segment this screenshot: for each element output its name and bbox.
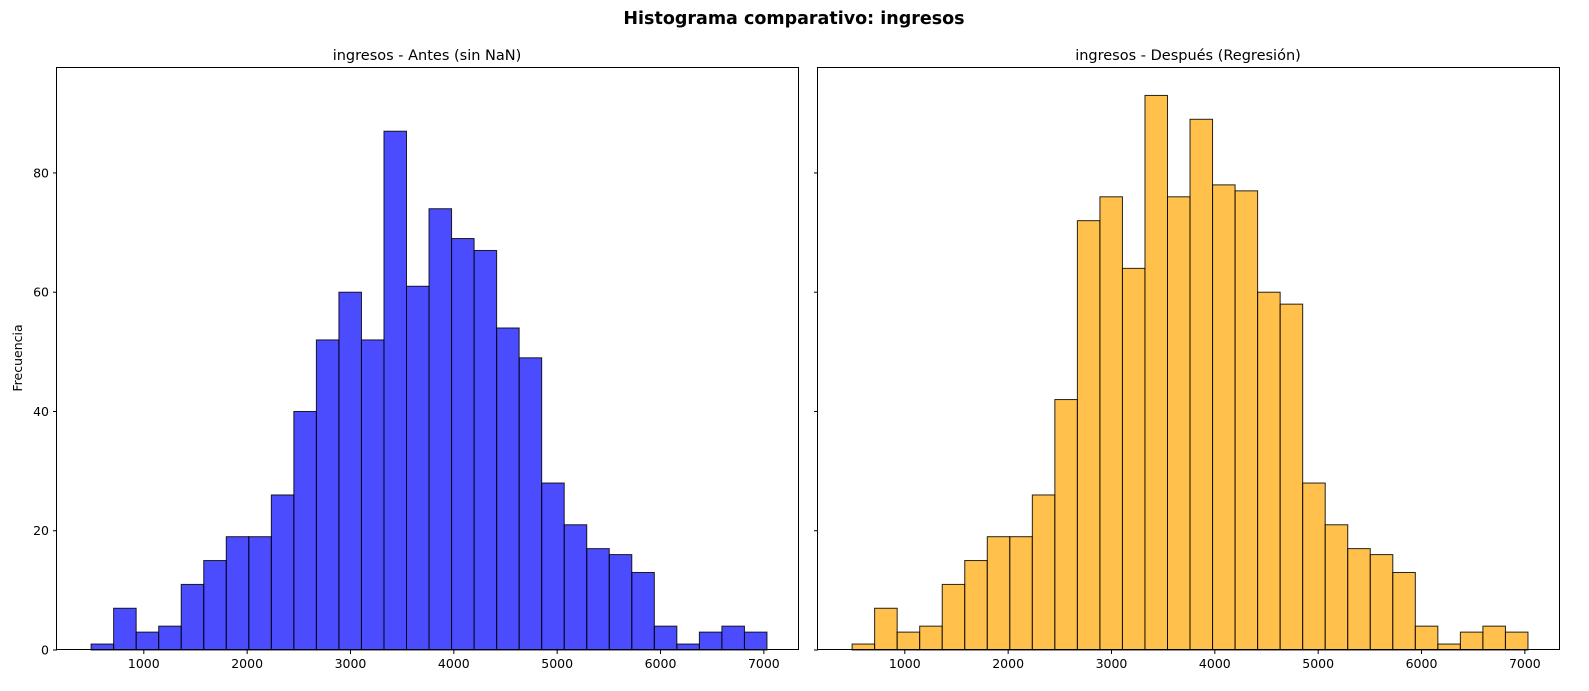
left-histogram-bar	[406, 285, 430, 651]
left-x-tick-label: 4000	[438, 656, 470, 671]
left-histogram-bar	[586, 548, 610, 651]
right-x-tick-label: 2000	[992, 656, 1024, 671]
right-x-tick-label: 4000	[1199, 656, 1231, 671]
left-histogram-bar	[225, 536, 250, 651]
left-histogram-bar	[631, 571, 655, 651]
right-plot-frame	[817, 67, 1560, 650]
left-histogram-bar	[721, 625, 745, 651]
right-histogram-bar	[1212, 184, 1236, 651]
right-histogram-bar	[896, 631, 921, 651]
left-x-tick-label: 2000	[231, 656, 263, 671]
left-histogram-bar	[451, 238, 475, 651]
left-panel-title: ingresos - Antes (sin NaN)	[333, 48, 522, 64]
right-histogram-bar	[1347, 548, 1371, 651]
left-y-tick-label: 20	[33, 523, 49, 538]
left-y-tick-label: 0	[41, 643, 49, 658]
left-histogram-bar	[496, 327, 520, 651]
left-panel: ingresos - Antes (sin NaN) Frecuencia 10…	[10, 48, 799, 671]
left-y-axis-label: Frecuencia	[10, 324, 25, 391]
right-histogram-bar	[1099, 196, 1123, 651]
figure-title: Histograma comparativo: ingresos	[623, 9, 964, 29]
left-histogram-bar	[135, 631, 160, 651]
right-histogram-bar	[1144, 94, 1169, 651]
left-y-tick-label: 80	[33, 165, 49, 180]
left-histogram-bar	[360, 339, 385, 651]
left-y-tick-label: 40	[33, 404, 49, 419]
left-histogram-bar	[383, 130, 408, 651]
right-histogram-bar	[1234, 190, 1259, 651]
right-histogram-bar	[1414, 625, 1439, 651]
right-histogram-bar	[1504, 631, 1529, 651]
right-histogram-bar	[941, 583, 966, 651]
left-histogram-bar	[180, 583, 205, 651]
right-x-tick-label: 6000	[1406, 656, 1438, 671]
right-histogram-bar	[1369, 554, 1394, 651]
right-axis-ticks: 1000 2000 3000 4000 5000 6000 7000	[814, 172, 1541, 671]
left-axis-ticks: 1000 2000 3000 4000 5000 6000 7000 0 20 40 60 80	[33, 165, 780, 671]
right-histogram-bar	[874, 607, 898, 651]
left-histogram-bar	[270, 494, 295, 651]
right-histogram-bar	[1189, 118, 1214, 651]
right-x-tick-label: 5000	[1302, 656, 1334, 671]
right-histogram-bar	[1167, 196, 1191, 651]
left-histogram-bar	[518, 357, 543, 651]
left-histogram-bar	[541, 482, 565, 651]
right-histogram-bar	[1324, 524, 1349, 651]
right-histogram-bar	[1392, 571, 1416, 651]
left-y-tick-label: 60	[33, 285, 49, 300]
left-x-tick-label: 7000	[748, 656, 780, 671]
right-histogram-bar	[1121, 267, 1146, 651]
right-histogram-bar	[964, 560, 988, 651]
right-histogram-bar	[1031, 494, 1056, 651]
left-histogram-bar	[248, 536, 272, 651]
left-histogram-bar	[293, 410, 317, 651]
right-histogram-bar	[1459, 631, 1484, 651]
left-histogram-bar	[698, 631, 723, 651]
right-x-tick-label: 1000	[889, 656, 921, 671]
left-histogram-bar	[653, 625, 678, 651]
right-histogram-bar	[1076, 220, 1101, 651]
left-histogram-bar	[203, 560, 227, 651]
left-histogram-bar	[563, 524, 588, 651]
right-histogram-bar	[1279, 303, 1304, 651]
left-x-tick-label: 3000	[335, 656, 367, 671]
right-histogram-bar	[986, 536, 1011, 651]
right-histogram-bar	[1009, 536, 1033, 651]
left-x-tick-label: 6000	[645, 656, 677, 671]
right-histogram-bar	[1482, 625, 1506, 651]
right-histogram-bar	[919, 625, 943, 651]
right-x-tick-label: 3000	[1096, 656, 1128, 671]
right-histogram-bar	[1054, 399, 1078, 651]
left-histogram-bar	[113, 607, 137, 651]
left-plot-frame	[56, 67, 799, 650]
left-x-tick-label: 5000	[541, 656, 573, 671]
right-bars	[851, 94, 1529, 651]
left-histogram-bar	[338, 291, 362, 651]
right-panel-title: ingresos - Después (Regresión)	[1075, 48, 1301, 64]
left-histogram-bar	[743, 631, 768, 651]
right-panel: ingresos - Después (Regresión) 1000 2000 3…	[814, 48, 1560, 671]
left-x-tick-label: 1000	[128, 656, 160, 671]
left-histogram-bar	[428, 208, 453, 651]
left-histogram-bar	[473, 249, 498, 651]
left-histogram-bar	[608, 554, 633, 651]
right-x-tick-label: 7000	[1509, 656, 1541, 671]
right-histogram-bar	[1302, 482, 1326, 651]
left-bars	[90, 130, 768, 651]
left-histogram-bar	[158, 625, 182, 651]
right-histogram-bar	[1257, 291, 1281, 651]
left-histogram-bar	[315, 339, 340, 651]
